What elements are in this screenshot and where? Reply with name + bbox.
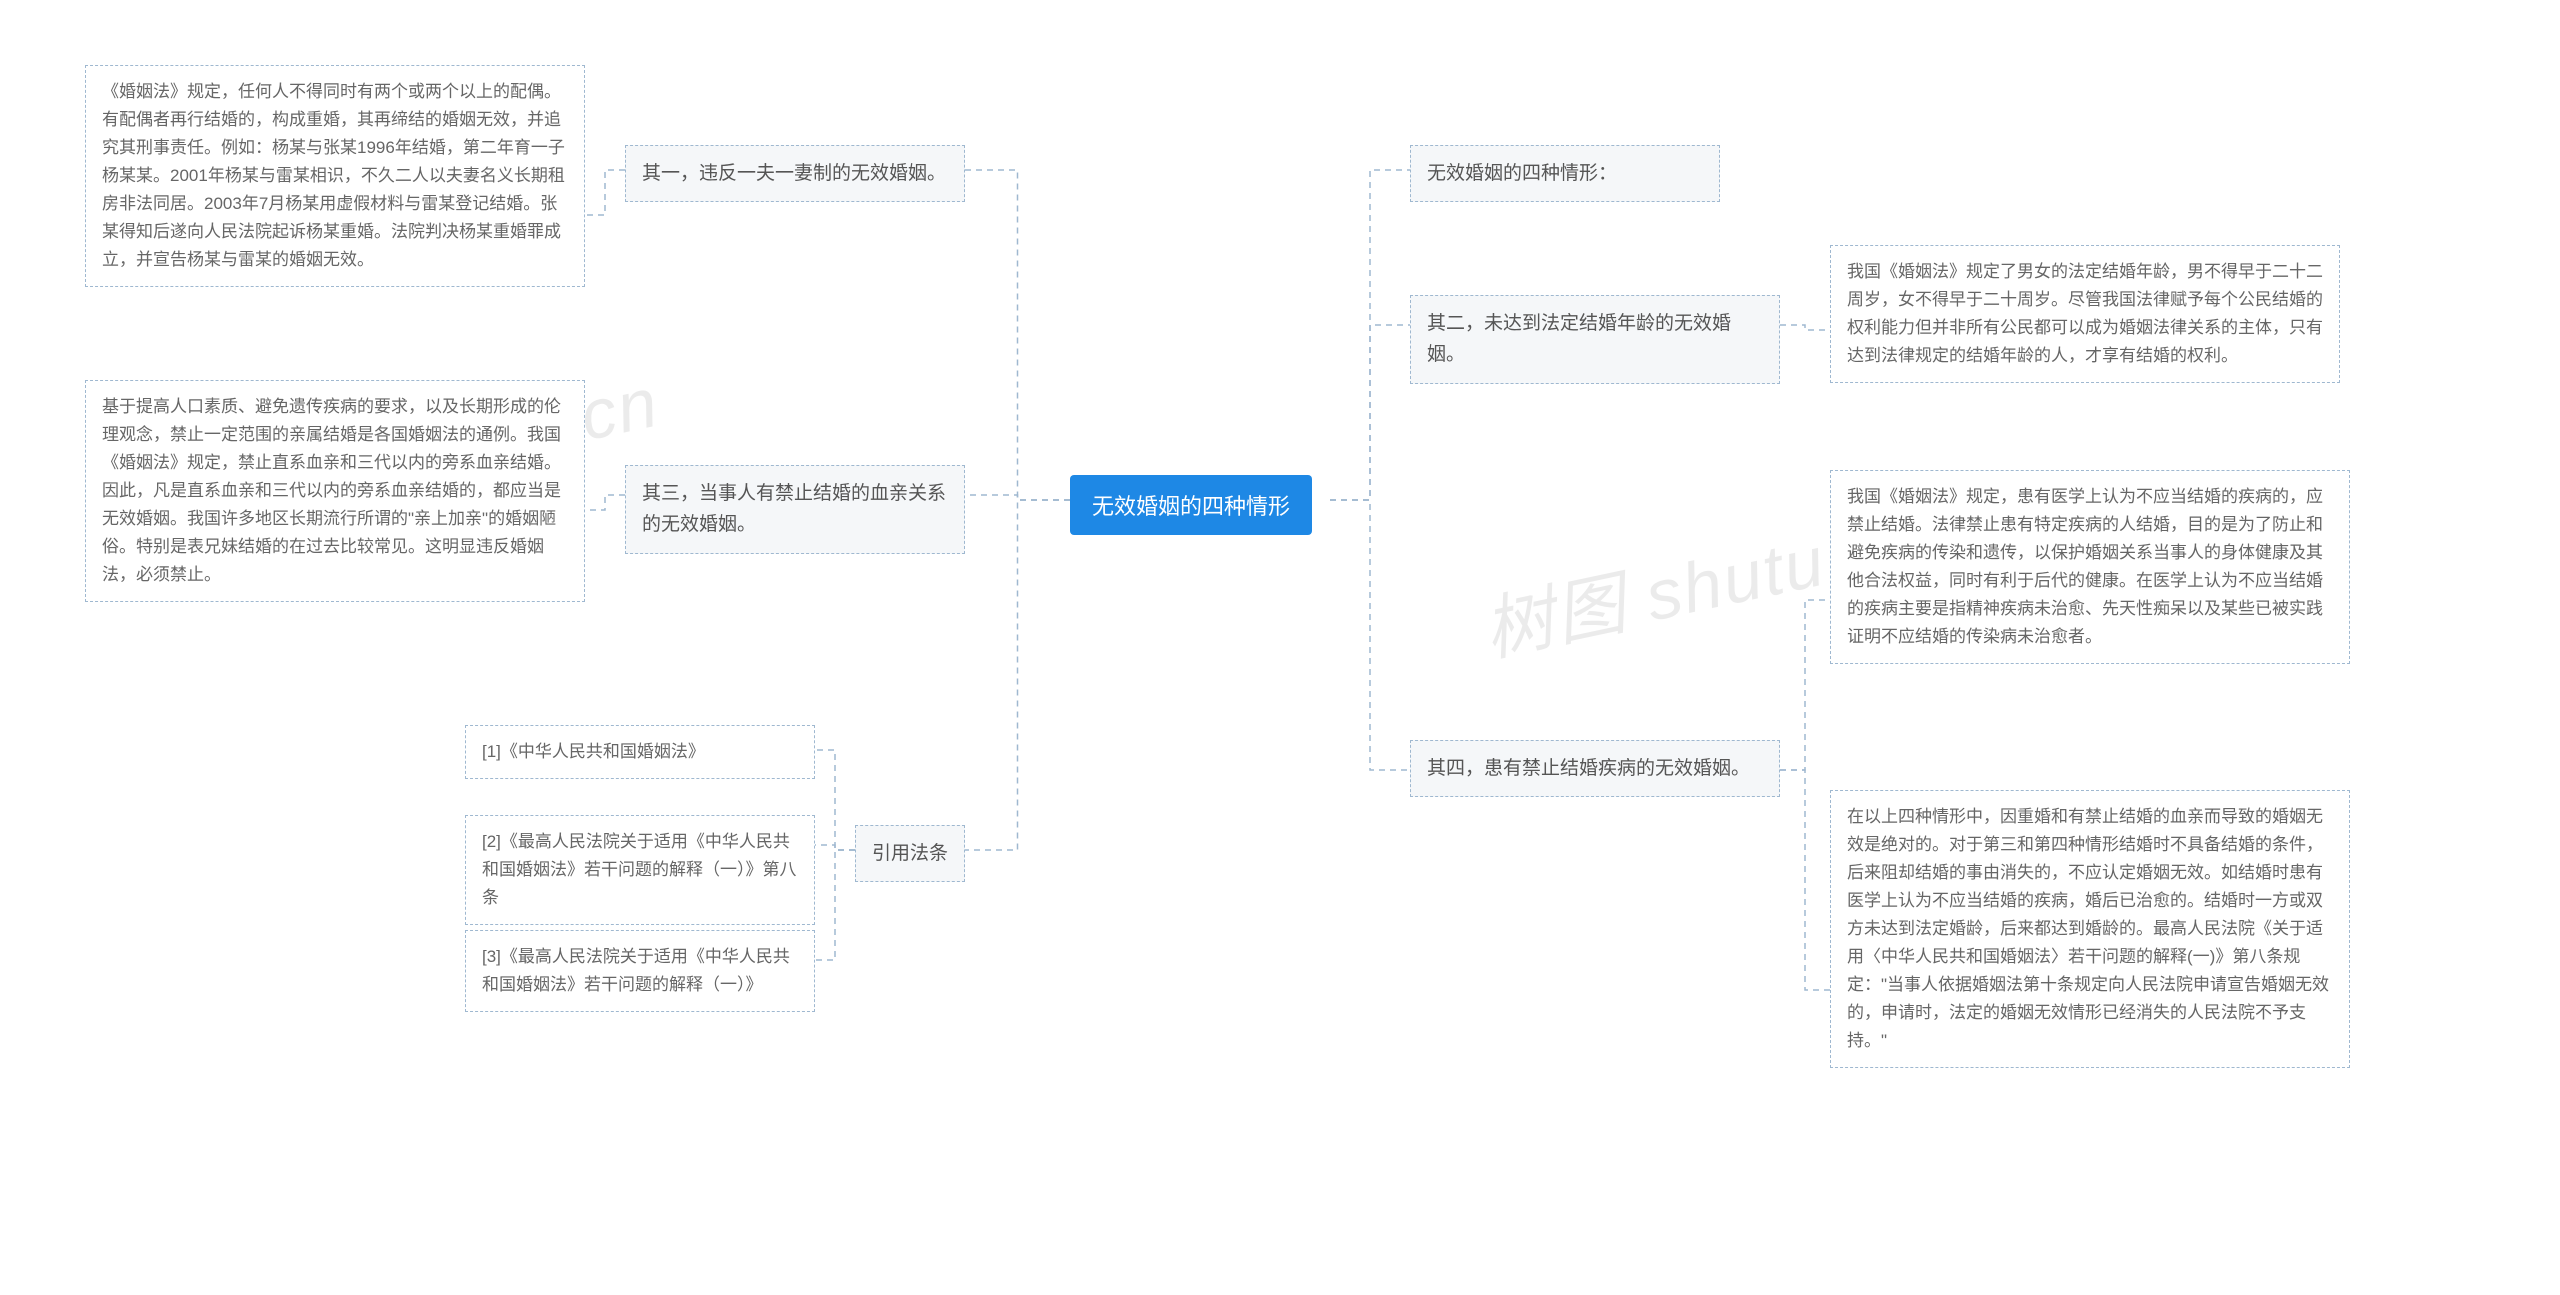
branch-two-detail: 我国《婚姻法》规定了男女的法定结婚年龄，男不得早于二十二周岁，女不得早于二十周岁… — [1830, 245, 2340, 383]
citation-1: [1]《中华人民共和国婚姻法》 — [465, 725, 815, 779]
branch-one[interactable]: 其一，违反一夫一妻制的无效婚姻。 — [625, 145, 965, 202]
citation-3: [3]《最高人民法院关于适用《中华人民共和国婚姻法》若干问题的解释（一）》 — [465, 930, 815, 1012]
root-node[interactable]: 无效婚姻的四种情形 — [1070, 475, 1312, 535]
branch-four-detail-2: 在以上四种情形中，因重婚和有禁止结婚的血亲而导致的婚姻无效是绝对的。对于第三和第… — [1830, 790, 2350, 1068]
citation-2: [2]《最高人民法院关于适用《中华人民共和国婚姻法》若干问题的解释（一）》第八条 — [465, 815, 815, 925]
branch-four-detail-1: 我国《婚姻法》规定，患有医学上认为不应当结婚的疾病的，应禁止结婚。法律禁止患有特… — [1830, 470, 2350, 664]
right-intro[interactable]: 无效婚姻的四种情形： — [1410, 145, 1720, 202]
citation-branch[interactable]: 引用法条 — [855, 825, 965, 882]
branch-three[interactable]: 其三，当事人有禁止结婚的血亲关系的无效婚姻。 — [625, 465, 965, 554]
watermark-2: 树图 shutu — [1473, 505, 1833, 676]
branch-one-detail: 《婚姻法》规定，任何人不得同时有两个或两个以上的配偶。有配偶者再行结婚的，构成重… — [85, 65, 585, 287]
branch-four[interactable]: 其四，患有禁止结婚疾病的无效婚姻。 — [1410, 740, 1780, 797]
branch-two[interactable]: 其二，未达到法定结婚年龄的无效婚姻。 — [1410, 295, 1780, 384]
branch-three-detail: 基于提高人口素质、避免遗传疾病的要求，以及长期形成的伦理观念，禁止一定范围的亲属… — [85, 380, 585, 602]
